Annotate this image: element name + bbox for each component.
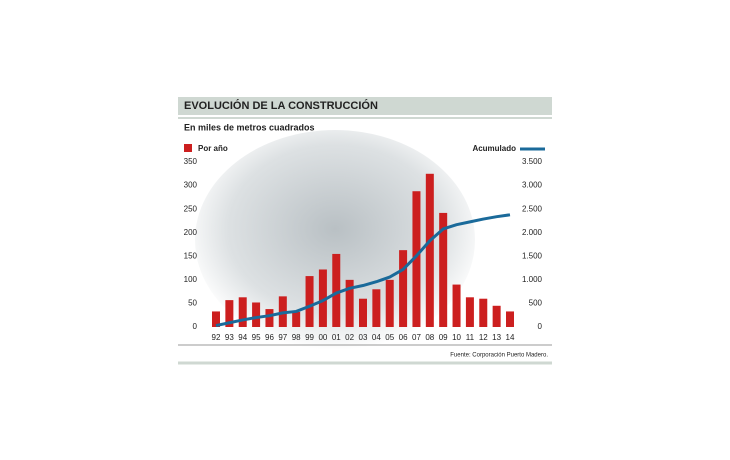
x-tick-label: 92	[212, 333, 221, 342]
x-tick-label: 97	[278, 333, 287, 342]
bar	[465, 297, 474, 327]
x-tick-label: 09	[439, 333, 448, 342]
y-tick-label: 350	[184, 157, 198, 166]
chart-subtitle: En miles de metros cuadrados	[184, 122, 315, 132]
legend-label: Por año	[198, 144, 228, 153]
bar	[359, 298, 367, 327]
bar	[252, 302, 261, 327]
legend-swatch	[184, 144, 192, 152]
y2-tick-label: 500	[529, 299, 543, 308]
legend-label: Acumulado	[472, 144, 516, 153]
x-tick-label: 08	[425, 333, 434, 342]
y2-tick-label: 2.500	[522, 204, 543, 213]
bar	[318, 269, 327, 327]
bar	[506, 311, 514, 327]
x-tick-label: 99	[305, 333, 314, 342]
bar	[265, 309, 274, 327]
y2-tick-label: 0	[538, 322, 543, 331]
x-tick-label: 93	[225, 333, 234, 342]
bar	[492, 305, 501, 327]
bar	[212, 311, 220, 327]
x-tick-label: 95	[252, 333, 261, 342]
x-tick-label: 03	[359, 333, 368, 342]
bar	[372, 289, 381, 327]
x-tick-label: 12	[479, 333, 488, 342]
bar	[425, 173, 434, 327]
x-tick-label: 06	[399, 333, 408, 342]
y-tick-label: 50	[188, 299, 197, 308]
y2-tick-label: 1.000	[522, 275, 543, 284]
y-tick-label: 200	[184, 228, 198, 237]
x-tick-label: 07	[412, 333, 421, 342]
x-tick-label: 14	[506, 333, 515, 342]
y-tick-label: 0	[193, 322, 198, 331]
title-band	[178, 97, 552, 115]
y2-tick-label: 1.500	[522, 251, 543, 260]
bar	[452, 284, 461, 327]
x-tick-label: 10	[452, 333, 461, 342]
bar	[385, 279, 394, 327]
x-tick-label: 94	[238, 333, 247, 342]
bar	[439, 212, 448, 327]
y-tick-label: 250	[184, 204, 198, 213]
line	[215, 213, 511, 328]
y-tick-label: 150	[184, 251, 198, 260]
x-tick-label: 02	[345, 333, 354, 342]
x-tick-label: 00	[318, 333, 327, 342]
bar	[479, 298, 488, 327]
bar	[225, 300, 234, 327]
y2-tick-label: 2.000	[522, 228, 543, 237]
x-tick-label: 01	[332, 333, 341, 342]
x-tick-label: 05	[385, 333, 394, 342]
bar	[412, 191, 421, 327]
x-tick-label: 11	[466, 333, 475, 342]
y-tick-label: 100	[184, 275, 198, 284]
bar	[345, 279, 354, 327]
chart-title: EVOLUCIÓN DE LA CONSTRUCCIÓN	[184, 99, 378, 112]
source: Fuente: Corporación Puerto Madero.	[450, 353, 548, 359]
y2-tick-label: 3.000	[522, 181, 543, 190]
y2-tick-label: 3.500	[522, 157, 543, 166]
x-tick-label: 13	[492, 333, 501, 342]
bar	[305, 276, 314, 327]
bar	[238, 297, 247, 327]
bar	[332, 253, 341, 327]
x-tick-label: 98	[292, 333, 301, 342]
x-tick-label: 04	[372, 333, 381, 342]
y-tick-label: 300	[184, 181, 198, 190]
bar	[292, 311, 301, 327]
bar	[399, 250, 408, 327]
x-tick-label: 96	[265, 333, 274, 342]
